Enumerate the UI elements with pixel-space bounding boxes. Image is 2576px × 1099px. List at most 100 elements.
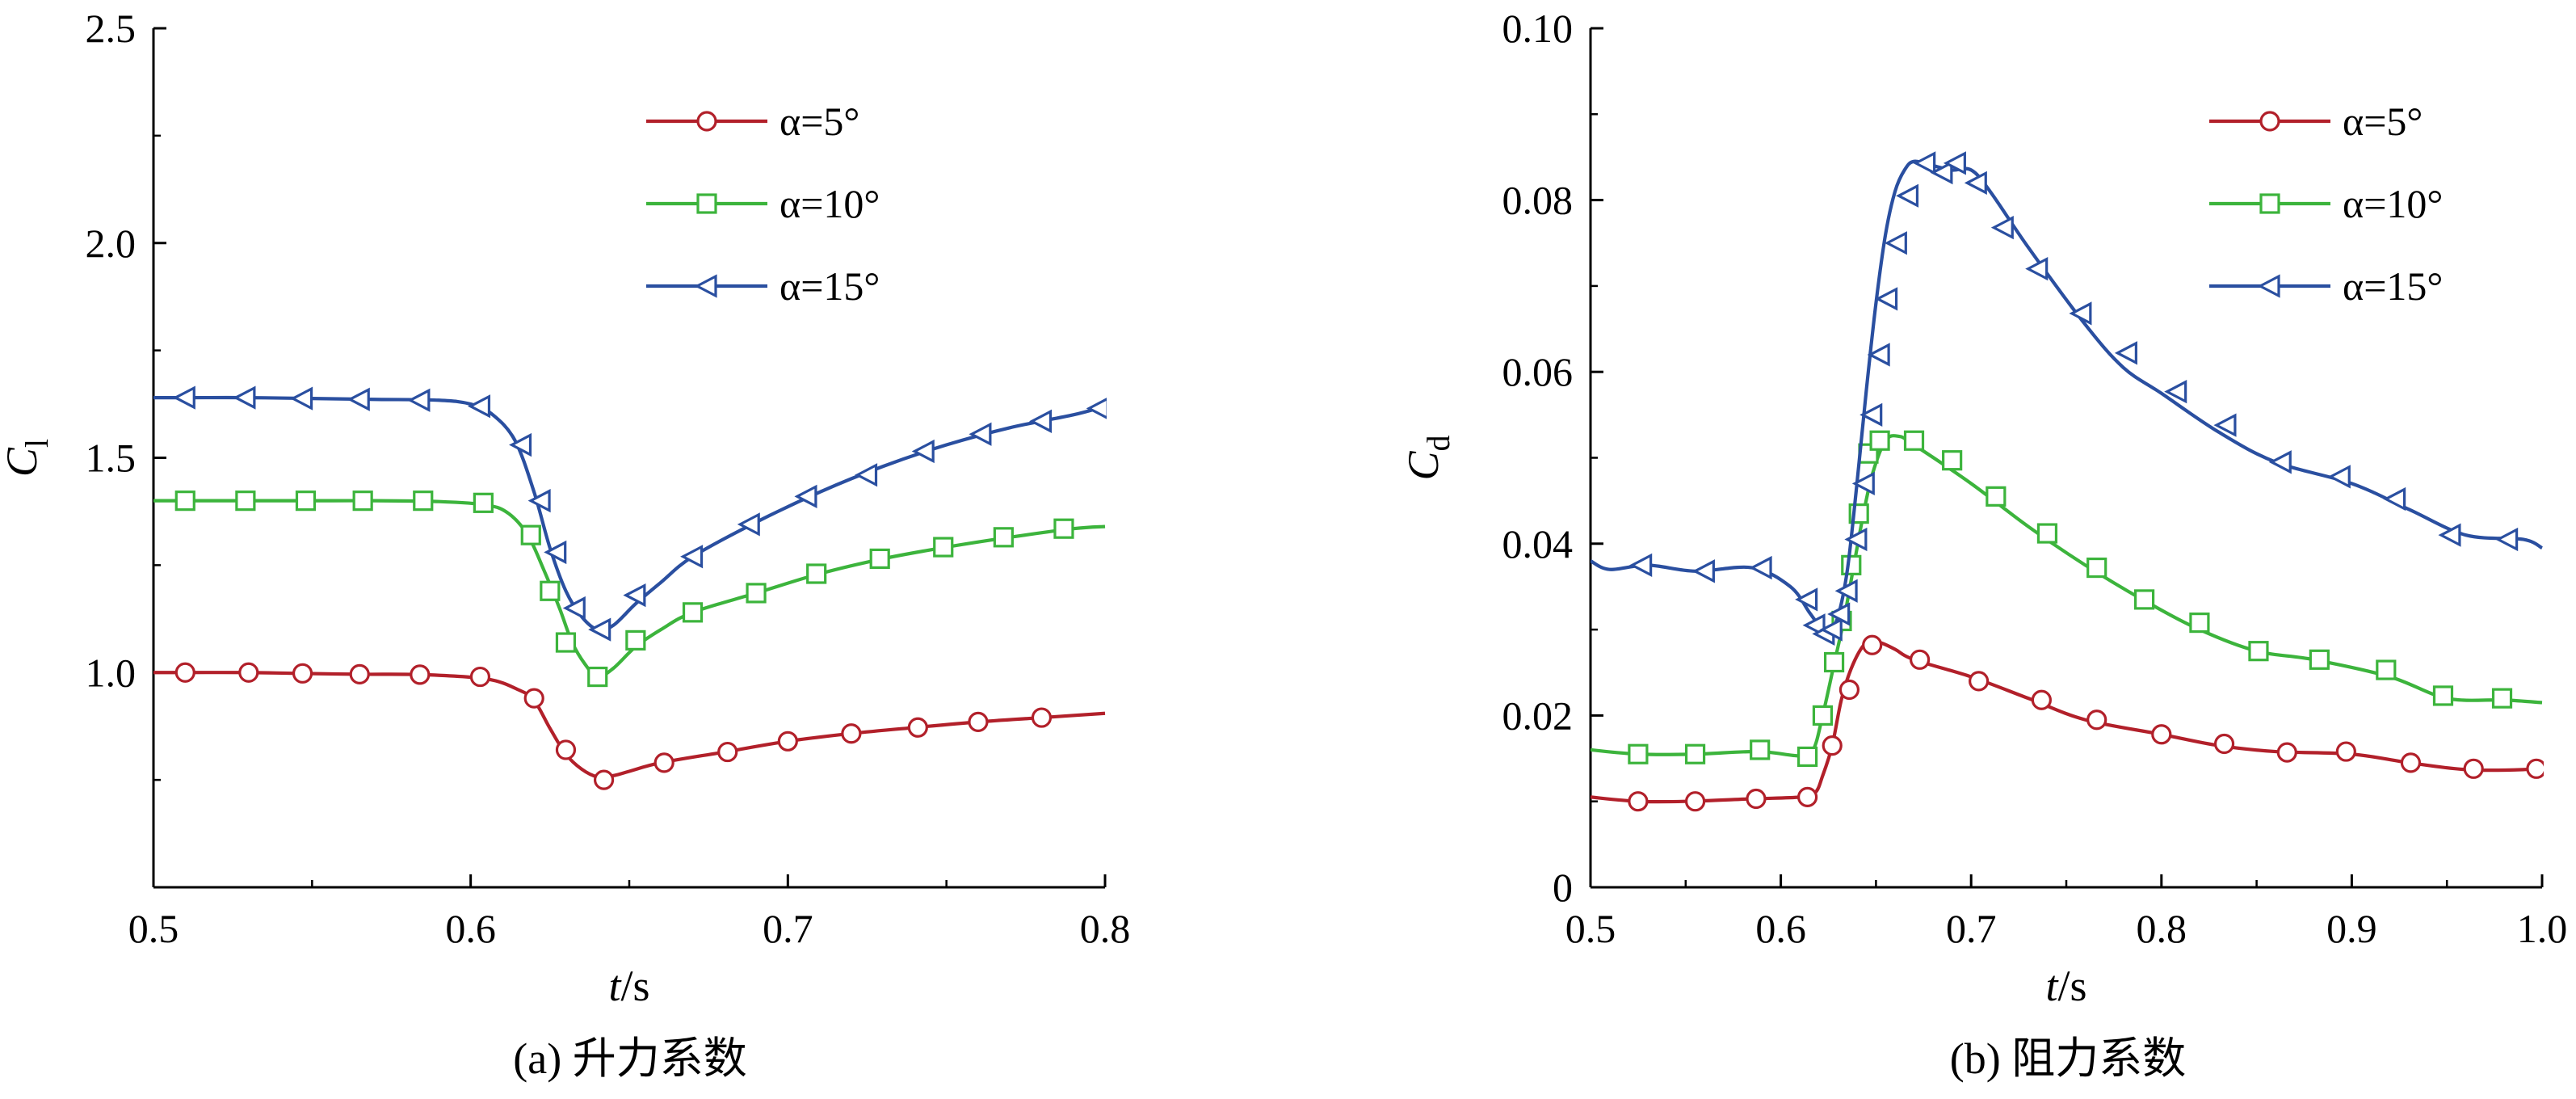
series-marker — [1851, 471, 1875, 496]
y-tick-label: 0.08 — [1502, 178, 1574, 223]
series-marker — [2276, 742, 2297, 763]
series-marker — [1990, 215, 2014, 240]
series-marker — [2036, 523, 2058, 544]
y-tick-label: 0.10 — [1502, 6, 1574, 51]
series-marker — [2213, 413, 2237, 437]
series-marker — [469, 666, 491, 688]
y-tick-label: 1.5 — [86, 436, 137, 481]
x-tick-label: 1.0 — [2517, 906, 2568, 951]
series-marker — [1029, 409, 1053, 433]
series-marker — [1867, 343, 1890, 367]
x-tick-label: 0.9 — [2326, 906, 2377, 951]
series-line — [1591, 638, 2543, 804]
panel-b-drag-coefficient: 0.5 0.6 0.7 0.8 0.9 1.0 0 0.02 0.04 0.06 0.08 0.10 t… — [1399, 6, 2567, 1083]
series-marker — [352, 491, 373, 512]
series-marker — [174, 491, 195, 512]
series-marker — [473, 492, 494, 513]
series-marker — [969, 422, 992, 446]
series-marker — [1031, 707, 1053, 728]
series-marker — [1913, 151, 1936, 175]
series-marker — [1903, 430, 1925, 451]
series-marker — [1860, 402, 1883, 427]
series-marker — [2438, 523, 2461, 547]
series-marker — [993, 527, 1014, 548]
series-marker — [1053, 518, 1074, 539]
y-tick-label: 2.5 — [86, 6, 137, 51]
series-marker — [2213, 733, 2235, 755]
series-marker — [1812, 705, 1834, 726]
series-marker — [540, 580, 561, 601]
series-marker — [869, 548, 890, 570]
series-marker — [1796, 786, 1818, 807]
series-marker — [1986, 486, 2007, 507]
series-marker — [1964, 171, 1987, 195]
series-marker — [1841, 554, 1862, 575]
x-axis-unit: /s — [620, 962, 649, 1010]
legend-label: α=5° — [780, 99, 859, 144]
legend: α=5° α=10° α=15° — [646, 99, 880, 309]
x-axis-unit: /s — [2057, 962, 2086, 1010]
series-marker — [1819, 617, 1843, 642]
y-axis-symbol: C — [0, 447, 46, 477]
series-marker — [410, 664, 431, 685]
series-marker — [806, 563, 827, 584]
series-marker — [1796, 746, 1818, 768]
legend-marker — [2257, 274, 2280, 298]
series-marker — [593, 769, 615, 790]
series-marker — [2133, 589, 2155, 610]
panel-caption: (b) 阻力系数 — [1950, 1034, 2186, 1083]
series-marker — [295, 491, 317, 512]
series-marker — [2268, 450, 2292, 474]
series-marker — [2025, 257, 2049, 281]
series-2 — [153, 491, 1106, 688]
legend-marker — [696, 193, 717, 214]
series-marker — [1909, 649, 1931, 670]
series-marker — [509, 432, 532, 457]
series-marker — [2114, 341, 2137, 365]
y-tick-label: 0.06 — [1502, 349, 1574, 394]
y-axis-symbol: C — [1399, 451, 1448, 481]
x-tick-label: 0.7 — [1946, 906, 1997, 951]
series-marker — [777, 731, 798, 752]
series-marker — [841, 723, 862, 744]
series-marker — [682, 602, 704, 623]
y-axis-title: Cl — [0, 439, 55, 477]
series-marker — [523, 688, 544, 709]
series-marker — [2151, 724, 2172, 745]
series-marker — [2086, 557, 2107, 579]
series-marker — [347, 387, 370, 411]
series-marker — [1628, 743, 1649, 764]
series-marker — [2491, 688, 2513, 709]
series-marker — [562, 596, 586, 621]
series-marker — [520, 524, 541, 545]
series-marker — [1875, 287, 1898, 311]
series-marker — [235, 491, 256, 512]
series-marker — [1844, 527, 1868, 552]
series-marker — [1746, 788, 1767, 810]
series-marker — [1969, 671, 1990, 692]
series-marker — [625, 630, 646, 651]
series-marker — [2400, 752, 2422, 773]
legend-marker — [2259, 111, 2280, 132]
x-tick-label: 0.8 — [1080, 906, 1131, 951]
y-tick-label: 1.0 — [86, 650, 137, 695]
series-marker — [1691, 559, 1715, 583]
x-axis-symbol: t — [608, 962, 622, 1010]
series-marker — [1869, 430, 1890, 451]
series-marker — [2376, 659, 2397, 680]
series-marker — [238, 662, 259, 683]
series-marker — [2432, 685, 2454, 706]
legend-label: α=15° — [780, 263, 880, 309]
series-marker — [1628, 791, 1649, 812]
series-marker — [2495, 527, 2519, 552]
legend: α=5° α=10° α=15° — [2209, 99, 2443, 309]
series-marker — [1684, 791, 1706, 812]
series-marker — [623, 583, 646, 608]
series-marker — [407, 388, 431, 412]
series-marker — [2335, 741, 2356, 762]
y-axis-subscript: d — [1420, 435, 1456, 451]
series-marker — [2189, 612, 2210, 634]
series-marker — [527, 489, 551, 513]
series-marker — [1086, 398, 1107, 419]
